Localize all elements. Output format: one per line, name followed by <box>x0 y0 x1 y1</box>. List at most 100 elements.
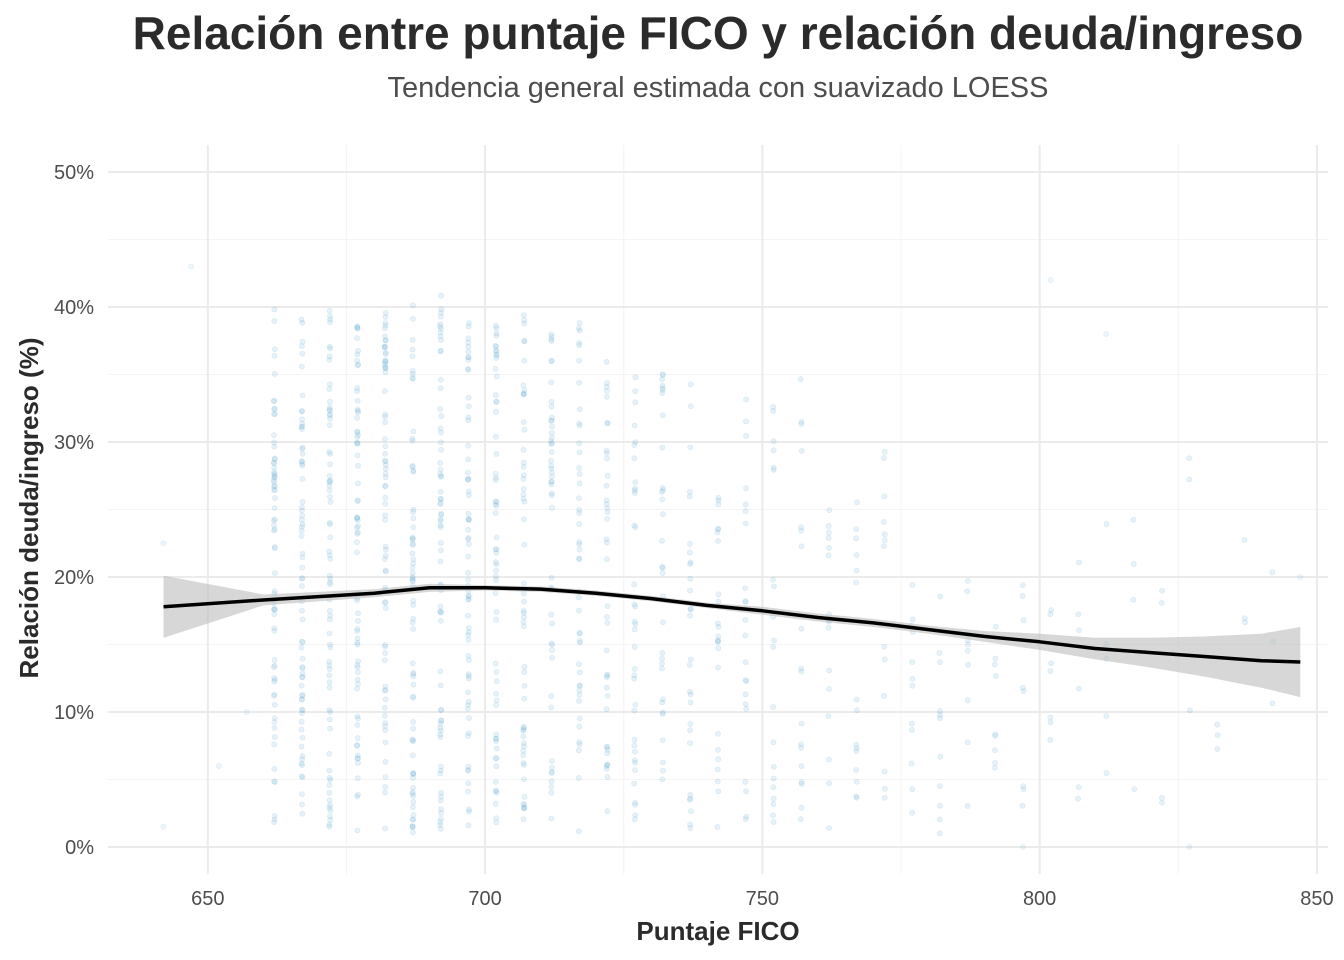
scatter-point <box>327 499 334 505</box>
scatter-point <box>299 638 306 645</box>
scatter-point <box>354 517 361 523</box>
scatter-point <box>438 793 445 800</box>
scatter-point <box>382 758 389 765</box>
scatter-point <box>299 734 306 741</box>
scatter-point <box>271 779 278 785</box>
scatter-point <box>437 558 444 565</box>
scatter-point <box>465 366 472 373</box>
scatter-point <box>271 657 278 663</box>
scatter-point <box>715 538 721 544</box>
scatter-point <box>631 780 638 787</box>
scatter-point <box>1020 582 1026 589</box>
scatter-point <box>382 483 388 489</box>
scatter-point <box>631 455 638 462</box>
scatter-point <box>298 363 305 370</box>
scatter-point <box>409 435 416 442</box>
scatter-point <box>326 782 333 789</box>
scatter-point <box>271 662 278 669</box>
scatter-point <box>355 610 361 617</box>
scatter-point <box>881 692 888 699</box>
scatter-point <box>631 618 638 625</box>
scatter-point <box>465 553 472 560</box>
scatter-point <box>409 541 416 548</box>
scatter-point <box>437 617 444 624</box>
scatter-point <box>437 522 444 529</box>
scatter-point <box>493 755 499 762</box>
scatter-point <box>853 778 860 785</box>
scatter-point <box>604 693 611 699</box>
scatter-point <box>381 343 388 350</box>
scatter-point <box>492 477 499 483</box>
scatter-point <box>354 440 360 447</box>
scatter-point <box>492 343 499 350</box>
scatter-point <box>743 678 750 685</box>
scatter-point <box>992 673 999 679</box>
scatter-point <box>354 827 361 834</box>
scatter-point <box>437 385 444 392</box>
scatter-point <box>743 813 750 820</box>
scatter-point <box>631 675 638 682</box>
scatter-point <box>354 641 361 648</box>
scatter-point <box>354 742 360 749</box>
scatter-point <box>299 523 305 530</box>
scatter-point <box>715 637 721 644</box>
scatter-point <box>410 784 416 791</box>
scatter-point <box>298 791 305 798</box>
scatter-point <box>354 434 361 440</box>
scatter-point <box>299 445 306 452</box>
scatter-point <box>437 313 444 320</box>
scatter-point <box>271 606 278 613</box>
scatter-point <box>631 816 638 823</box>
scatter-point <box>964 697 971 704</box>
scatter-point <box>437 425 444 432</box>
scatter-point <box>520 623 527 630</box>
scatter-point <box>548 430 555 436</box>
scatter-point <box>548 338 555 344</box>
scatter-point <box>520 391 527 398</box>
scatter-point <box>382 642 389 648</box>
scatter-point <box>327 641 333 648</box>
scatter-point <box>410 467 417 474</box>
scatter-point <box>992 747 998 754</box>
scatter-point <box>493 351 500 358</box>
scatter-point <box>632 439 639 446</box>
x-axis-title: Puntaje FICO <box>636 916 799 946</box>
scatter-point <box>465 653 472 659</box>
scatter-point <box>271 505 278 511</box>
scatter-point <box>493 678 500 685</box>
scatter-point <box>465 488 472 495</box>
scatter-point <box>798 524 804 531</box>
scatter-point <box>881 643 888 650</box>
scatter-point <box>437 333 444 340</box>
scatter-point <box>298 760 305 767</box>
scatter-point <box>686 797 693 803</box>
scatter-point <box>327 493 333 500</box>
scatter-point <box>271 464 278 471</box>
scatter-point <box>271 486 278 493</box>
scatter-point <box>659 371 666 378</box>
scatter-point <box>354 397 361 404</box>
scatter-point <box>742 598 749 604</box>
scatter-point <box>438 337 445 344</box>
scatter-point <box>465 365 471 372</box>
scatter-point <box>520 382 527 389</box>
scatter-point <box>493 561 500 568</box>
scatter-point <box>715 525 722 532</box>
scatter-point <box>1019 593 1026 599</box>
scatter-point <box>575 325 582 332</box>
scatter-point <box>409 375 416 382</box>
scatter-point <box>881 785 888 792</box>
scatter-point <box>909 809 915 816</box>
scatter-point <box>465 475 472 482</box>
scatter-point <box>659 655 665 662</box>
scatter-point <box>742 778 749 785</box>
scatter-point <box>382 687 389 693</box>
scatter-point <box>825 535 832 541</box>
scatter-point <box>576 510 582 516</box>
scatter-point <box>465 339 472 346</box>
scatter-point <box>742 520 749 527</box>
scatter-point <box>965 661 971 668</box>
scatter-point <box>465 442 472 449</box>
scatter-point <box>492 510 499 516</box>
scatter-point <box>382 543 389 550</box>
